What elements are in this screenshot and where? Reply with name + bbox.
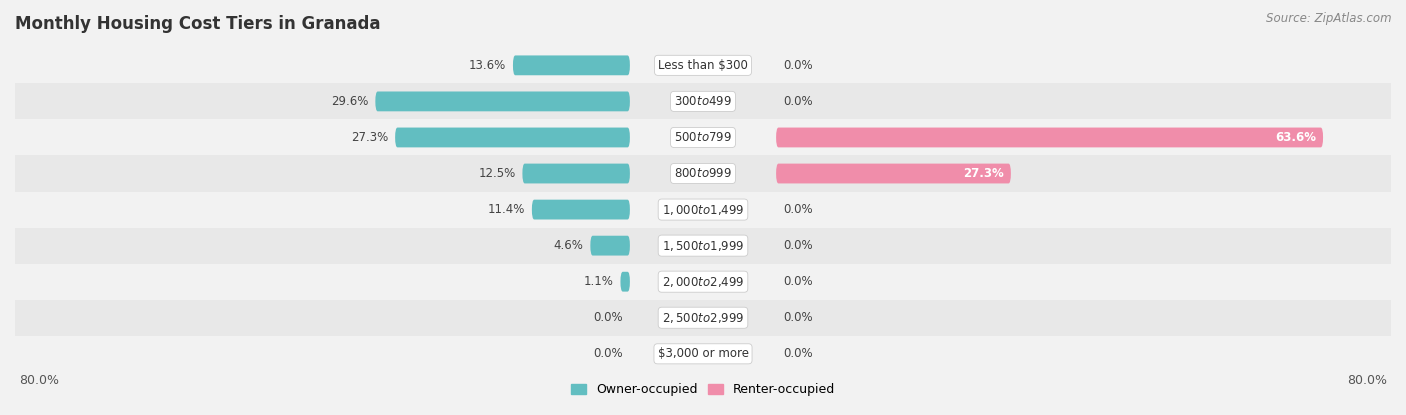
Text: $3,000 or more: $3,000 or more (658, 347, 748, 360)
Bar (15, 300, 1391, 336)
Text: $1,500 to $1,999: $1,500 to $1,999 (662, 239, 744, 253)
Bar (15, 227, 1391, 264)
Text: 11.4%: 11.4% (488, 203, 524, 216)
Text: 29.6%: 29.6% (330, 95, 368, 108)
Text: 27.3%: 27.3% (352, 131, 388, 144)
FancyBboxPatch shape (776, 164, 1011, 183)
Text: $1,000 to $1,499: $1,000 to $1,499 (662, 203, 744, 217)
Text: 0.0%: 0.0% (783, 203, 813, 216)
Bar (15, 83, 1391, 120)
Text: $2,000 to $2,499: $2,000 to $2,499 (662, 275, 744, 289)
FancyBboxPatch shape (591, 236, 630, 256)
Text: 0.0%: 0.0% (783, 347, 813, 360)
Bar (15, 264, 1391, 300)
FancyBboxPatch shape (513, 56, 630, 75)
Text: 0.0%: 0.0% (783, 59, 813, 72)
Text: 80.0%: 80.0% (20, 374, 59, 387)
Text: 63.6%: 63.6% (1275, 131, 1316, 144)
Text: 0.0%: 0.0% (783, 239, 813, 252)
Text: 0.0%: 0.0% (593, 347, 623, 360)
FancyBboxPatch shape (523, 164, 630, 183)
Bar (15, 192, 1391, 227)
Text: 13.6%: 13.6% (468, 59, 506, 72)
Text: Less than $300: Less than $300 (658, 59, 748, 72)
FancyBboxPatch shape (375, 91, 630, 111)
Text: 0.0%: 0.0% (783, 311, 813, 324)
Text: $300 to $499: $300 to $499 (673, 95, 733, 108)
Text: $500 to $799: $500 to $799 (673, 131, 733, 144)
Text: 12.5%: 12.5% (478, 167, 516, 180)
Text: $2,500 to $2,999: $2,500 to $2,999 (662, 311, 744, 325)
FancyBboxPatch shape (531, 200, 630, 220)
Text: 1.1%: 1.1% (583, 275, 613, 288)
Bar (15, 156, 1391, 192)
Text: Monthly Housing Cost Tiers in Granada: Monthly Housing Cost Tiers in Granada (15, 15, 381, 33)
FancyBboxPatch shape (395, 127, 630, 147)
FancyBboxPatch shape (620, 272, 630, 292)
Text: 4.6%: 4.6% (554, 239, 583, 252)
Text: 80.0%: 80.0% (1347, 374, 1386, 387)
Bar (15, 336, 1391, 372)
Text: 0.0%: 0.0% (593, 311, 623, 324)
Legend: Owner-occupied, Renter-occupied: Owner-occupied, Renter-occupied (567, 378, 839, 401)
FancyBboxPatch shape (776, 127, 1323, 147)
Text: 0.0%: 0.0% (783, 275, 813, 288)
Text: 0.0%: 0.0% (783, 95, 813, 108)
Text: 27.3%: 27.3% (963, 167, 1004, 180)
Bar (15, 120, 1391, 156)
Bar (15, 47, 1391, 83)
Text: Source: ZipAtlas.com: Source: ZipAtlas.com (1267, 12, 1392, 25)
Text: $800 to $999: $800 to $999 (673, 167, 733, 180)
